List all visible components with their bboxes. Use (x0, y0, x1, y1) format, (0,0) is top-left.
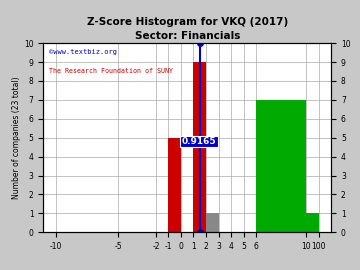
Text: ©www.textbiz.org: ©www.textbiz.org (49, 49, 117, 55)
Title: Z-Score Histogram for VKQ (2017)
Sector: Financials: Z-Score Histogram for VKQ (2017) Sector:… (86, 17, 288, 41)
Y-axis label: Number of companies (23 total): Number of companies (23 total) (12, 76, 21, 199)
Text: The Research Foundation of SUNY: The Research Foundation of SUNY (49, 68, 173, 74)
Bar (256, 100, 306, 232)
Bar (168, 138, 181, 232)
Bar (306, 213, 319, 232)
Bar (206, 213, 219, 232)
Text: 0.9165: 0.9165 (182, 137, 216, 146)
Bar (193, 62, 206, 232)
